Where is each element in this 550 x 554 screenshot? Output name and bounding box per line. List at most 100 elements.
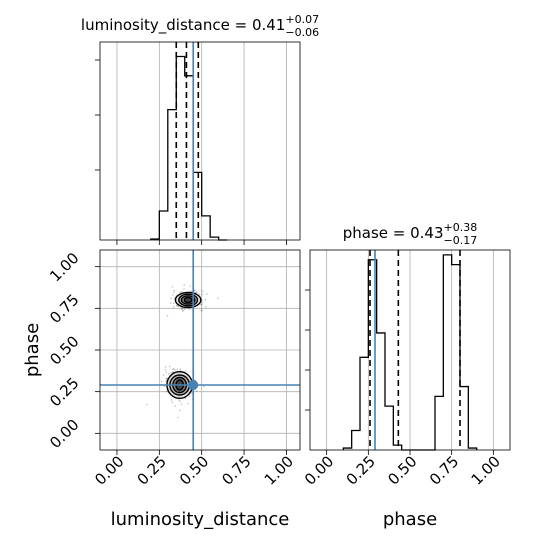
scatter-point: [189, 285, 191, 287]
scatter-point: [173, 302, 175, 305]
scatter-point: [170, 297, 172, 300]
scatter-point: [182, 309, 184, 312]
scatter-point: [180, 307, 183, 310]
scatter-point: [174, 369, 176, 371]
scatter-point: [183, 288, 185, 290]
scatter-point: [201, 309, 203, 312]
scatter-point: [200, 307, 203, 310]
scatter-point: [198, 293, 201, 295]
y-axis-title-phase: phase: [22, 323, 43, 377]
hist0-title: luminosity_distance = 0.41+0.07: [81, 13, 319, 35]
hist1-grid: [326, 250, 494, 450]
scatter-point: [179, 400, 182, 403]
scatter-point: [171, 371, 174, 373]
scatter-point: [168, 365, 171, 368]
scatter-point: [165, 377, 168, 380]
x-axis-title-luminosity-distance: luminosity_distance: [111, 509, 290, 530]
scatter-point: [169, 302, 172, 304]
scatter-point: [176, 305, 178, 307]
scatter-point: [193, 289, 196, 291]
scatter-x-tick-label: 0.75: [218, 452, 254, 488]
scatter-point: [180, 403, 183, 405]
scatter-x-tick-label: 0.00: [91, 452, 127, 488]
scatter-point: [182, 310, 184, 312]
hist1-title-plus: +0.38: [444, 221, 478, 234]
scatter-y-tick-label: 0.75: [46, 291, 82, 327]
scatter-point: [200, 309, 203, 312]
scatter-point: [217, 297, 219, 300]
scatter-point: [146, 403, 148, 406]
scatter-point: [172, 293, 174, 296]
scatter-point: [200, 304, 203, 306]
hist1-x-tick-label: 0.75: [426, 452, 462, 488]
hist1-title-main: phase = 0.43: [343, 224, 444, 242]
hist0-grid: [116, 42, 287, 240]
hist1-x-tick-label: 1.00: [468, 452, 504, 488]
scatter-point: [201, 293, 203, 296]
scatter-point: [190, 290, 193, 293]
scatter-point: [204, 298, 207, 301]
hist0-title-main: luminosity_distance = 0.41: [81, 16, 285, 35]
scatter-point: [202, 385, 205, 388]
hist0-title-minus: −0.06: [285, 26, 319, 39]
scatter-point: [172, 305, 175, 308]
hist0-frame: [99, 41, 301, 241]
scatter-point: [173, 289, 176, 292]
hist1-x-tick-label: 0.25: [343, 452, 379, 488]
scatter-point: [164, 366, 167, 368]
scatter-point: [162, 374, 165, 376]
scatter-point: [171, 286, 174, 288]
scatter-point: [176, 368, 179, 371]
scatter-point: [179, 291, 181, 293]
scatter-x-tick-label: 1.00: [261, 452, 297, 488]
contour-0-level-3: [183, 296, 193, 304]
scatter-point: [174, 405, 177, 407]
scatter-point: [171, 401, 174, 403]
scatter-x-tick-label: 0.50: [176, 452, 212, 488]
hist1-title: phase = 0.43+0.38: [343, 221, 478, 242]
scatter-point: [165, 377, 168, 380]
scatter-point: [173, 368, 175, 370]
scatter-point: [187, 402, 189, 405]
scatter-point: [168, 373, 170, 375]
scatter-point: [176, 304, 178, 307]
scatter-point: [179, 369, 182, 372]
scatter-point: [163, 385, 166, 388]
scatter-x-tick-label: 0.25: [134, 452, 170, 488]
scatter-point: [177, 305, 180, 308]
scatter-point: [199, 303, 202, 306]
scatter-point: [160, 380, 163, 383]
hist0-histogram: [150, 55, 228, 241]
scatter-y-tick-label: 1.00: [46, 249, 82, 285]
scatter-y-tick-label: 0.00: [46, 416, 82, 452]
scatter-y-tick-label: 0.50: [46, 332, 82, 368]
scatter-point: [201, 301, 203, 303]
scatter-point: [195, 390, 198, 392]
scatter-point: [165, 390, 168, 393]
scatter-point: [165, 380, 167, 382]
hist1-x-tick-label: 0.50: [384, 452, 420, 488]
hist1-x-tick-label: 0.00: [301, 452, 337, 488]
scatter-point: [183, 307, 185, 310]
scatter-point: [172, 291, 175, 294]
scatter-y-tick-label: 0.25: [46, 374, 82, 410]
scatter-point: [201, 303, 203, 305]
scatter-point: [178, 409, 181, 412]
scatter-point: [166, 377, 168, 380]
scatter-point: [183, 284, 185, 286]
scatter-point: [188, 308, 191, 310]
scatter-point: [178, 399, 180, 401]
scatter-point: [166, 314, 169, 317]
scatter-point: [200, 289, 203, 291]
scatter-point: [172, 368, 174, 370]
scatter-point: [204, 305, 207, 308]
scatter-truth-marker: [188, 380, 199, 390]
scatter-point: [165, 371, 168, 374]
scatter-point: [164, 369, 167, 371]
scatter-point: [179, 368, 182, 370]
hist1-title-minus: −0.17: [444, 234, 478, 247]
scatter-point: [181, 291, 183, 293]
scatter-point: [196, 290, 198, 293]
